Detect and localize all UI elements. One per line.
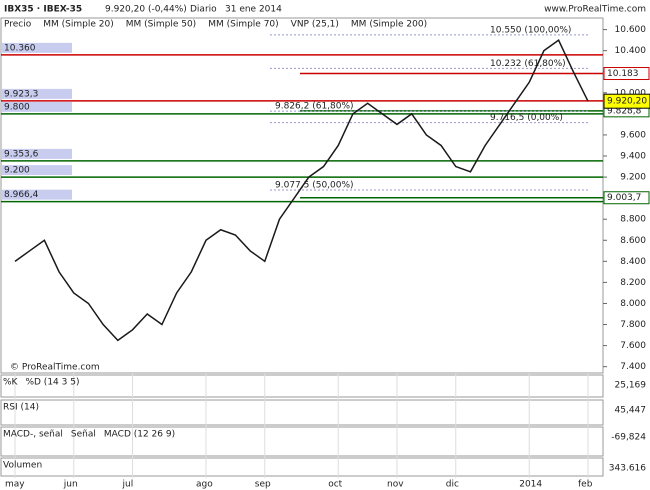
level-label-bg [2, 148, 72, 159]
price-line [14, 38, 589, 342]
level-label: 9.923,3 [4, 89, 38, 99]
x-tick-label: ago [196, 480, 213, 490]
y-tick-label: 10.000 [615, 88, 647, 98]
y-tick-label: 8.800 [620, 215, 646, 225]
title: IBX35 · IBEX-35 [4, 5, 82, 15]
last-price-label: 9.920,20 [607, 97, 647, 107]
y-tick-label: 9.200 [620, 173, 646, 183]
level-tag-label: 9.003,7 [607, 193, 641, 203]
level-label: 8.966,4 [4, 190, 39, 200]
level-label-bg [2, 189, 72, 200]
level-tag-label: 10.183 [607, 69, 639, 79]
panel-value: 45,447 [615, 406, 647, 416]
y-tick-label: 10.600 [615, 25, 647, 35]
legend-entry: Precio [4, 20, 32, 30]
legend-entry: MM (Simple 50) [126, 20, 196, 30]
watermark: © ProRealTime.com [10, 363, 100, 373]
level-label-bg [2, 165, 72, 176]
x-tick-label: feb [578, 480, 593, 490]
level-label: 9.353,6 [4, 149, 39, 159]
panel-label: Señal [71, 430, 96, 440]
fibo-label: 9.826,2 (61,80%) [275, 102, 354, 112]
y-tick-label: 8.400 [620, 257, 646, 267]
subtitle: 9.920,20 (-0,44%) [105, 5, 187, 15]
panel-label: RSI (14) [3, 403, 39, 413]
y-tick-label: 7.800 [620, 320, 646, 330]
y-tick-label: 10.400 [615, 46, 647, 56]
macd-panel [0, 426, 604, 457]
last-price-tag [603, 93, 650, 109]
y-tick-label: 9.600 [620, 130, 646, 140]
panel-value: 25,169 [615, 381, 647, 391]
price-panel [0, 17, 604, 374]
fibo-label: 9.716,5 (0,00%) [490, 113, 563, 123]
level-label-bg [2, 88, 72, 99]
x-tick-label: dic [446, 480, 459, 490]
y-tick-label: 9.400 [620, 151, 646, 161]
level-label-bg [2, 101, 72, 112]
level-label: 9.800 [4, 102, 30, 112]
stoch-panel [0, 374, 604, 398]
level-tag [603, 191, 650, 205]
level-tag-label: 9.828,8 [607, 106, 642, 116]
x-tick-label: oct [328, 480, 342, 490]
panel-value: 343.616 [609, 464, 646, 474]
source: www.ProRealTime.com [544, 5, 646, 15]
panel-value: -69,824 [611, 433, 646, 443]
y-tick-label: 7.400 [620, 362, 646, 372]
volume-panel [0, 457, 604, 477]
y-tick-label: 8.000 [620, 299, 646, 309]
panel-label: %K [3, 378, 19, 388]
x-tick-label: sep [255, 480, 271, 490]
legend-entry: VNP (25,1) [291, 20, 339, 30]
period: Diario [190, 5, 217, 15]
y-tick-label: 8.600 [620, 236, 646, 246]
x-tick-label: nov [387, 480, 404, 490]
fibo-label: 9.077,5 (50,00%) [275, 180, 354, 190]
panel-label: MACD-, señal [3, 430, 63, 440]
x-tick-label: jul [122, 480, 134, 490]
panel-label: Volumen [3, 461, 42, 471]
rsi-panel [0, 399, 604, 426]
x-tick-label: may [5, 480, 25, 490]
level-label: 9.200 [4, 166, 30, 176]
level-label-bg [2, 42, 72, 53]
date: 31 ene 2014 [225, 5, 282, 15]
x-tick-label: jun [63, 480, 78, 490]
y-tick-label: 8.200 [620, 278, 646, 288]
legend-entry: MM (Simple 70) [208, 20, 278, 30]
legend-entry: MM (Simple 200) [351, 20, 427, 30]
level-tag [603, 67, 650, 81]
x-tick-label: 2014 [519, 480, 542, 490]
panel-label: %D (14 3 5) [25, 378, 79, 388]
legend-entry: MM (Simple 20) [43, 20, 113, 30]
level-label: 10.360 [4, 43, 36, 53]
fibo-label: 10.550 (100,00%) [490, 25, 571, 35]
fibo-label: 10.232 (61,80%) [490, 59, 566, 69]
y-tick-label: 7.600 [620, 341, 646, 351]
panel-label: MACD (12 26 9) [104, 430, 175, 440]
